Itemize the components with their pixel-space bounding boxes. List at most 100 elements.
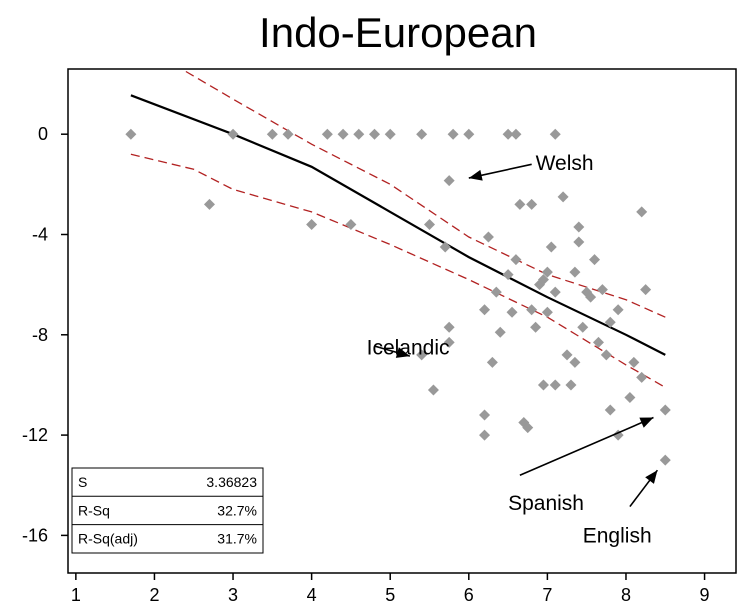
- data-point: [479, 429, 491, 441]
- data-point: [266, 128, 278, 140]
- data-point: [424, 218, 436, 230]
- data-point: [604, 316, 616, 328]
- data-point: [659, 404, 671, 416]
- stats-value: 3.36823: [206, 474, 257, 490]
- plot-frame: [67, 68, 737, 574]
- data-point: [482, 231, 494, 243]
- data-point: [636, 371, 648, 383]
- data-point: [624, 391, 636, 403]
- axis-ticks: 1 2 3 4 5 6 7 8 9 0 -4 -8 -12 -16: [22, 124, 710, 605]
- annotations: Welsh Icelandic Spanish English: [367, 152, 659, 547]
- x-tick-label: 2: [149, 585, 159, 605]
- data-point: [506, 306, 518, 318]
- data-point: [463, 128, 475, 140]
- data-point: [203, 198, 215, 210]
- data-point: [557, 191, 569, 203]
- data-point: [541, 266, 553, 278]
- data-point: [577, 321, 589, 333]
- welsh-arrow-head: [468, 169, 483, 181]
- data-point: [416, 349, 428, 361]
- data-point: [368, 128, 380, 140]
- stats-value: 32.7%: [217, 502, 257, 518]
- data-point: [443, 175, 455, 187]
- data-points: [125, 128, 671, 466]
- data-point: [443, 321, 455, 333]
- data-point: [592, 336, 604, 348]
- data-point: [600, 349, 612, 361]
- data-point: [510, 128, 522, 140]
- data-point: [573, 221, 585, 233]
- data-point: [561, 349, 573, 361]
- data-point: [479, 409, 491, 421]
- stats-label: S: [78, 474, 87, 490]
- data-point: [321, 128, 333, 140]
- data-point: [526, 304, 538, 316]
- data-point: [443, 336, 455, 348]
- data-point: [640, 284, 652, 296]
- data-point: [282, 128, 294, 140]
- data-point: [549, 379, 561, 391]
- chart-title: Indo-European: [259, 9, 537, 56]
- y-tick-label: -12: [22, 425, 48, 445]
- x-tick-label: 1: [71, 585, 81, 605]
- stats-value: 31.7%: [217, 531, 257, 547]
- data-point: [502, 128, 514, 140]
- data-point: [659, 454, 671, 466]
- welsh-label: Welsh: [536, 152, 594, 175]
- data-point: [502, 269, 514, 281]
- y-tick-label: 0: [38, 124, 48, 144]
- data-point: [227, 128, 239, 140]
- data-point: [353, 128, 365, 140]
- english-label: English: [583, 524, 652, 547]
- data-point: [596, 284, 608, 296]
- icelandic-arrow-head: [395, 347, 410, 358]
- spanish-label: Spanish: [508, 492, 584, 515]
- data-point: [636, 206, 648, 218]
- data-point: [494, 326, 506, 338]
- data-point: [549, 128, 561, 140]
- data-point: [526, 198, 538, 210]
- x-tick-label: 9: [700, 585, 710, 605]
- data-point: [569, 266, 581, 278]
- data-point: [514, 198, 526, 210]
- data-point: [337, 128, 349, 140]
- x-tick-label: 4: [307, 585, 317, 605]
- data-point: [565, 379, 577, 391]
- data-point: [628, 356, 640, 368]
- data-point: [439, 241, 451, 253]
- data-point: [537, 379, 549, 391]
- data-point: [479, 304, 491, 316]
- data-point: [530, 321, 542, 333]
- x-tick-label: 6: [464, 585, 474, 605]
- data-point: [522, 422, 534, 434]
- x-tick-label: 5: [385, 585, 395, 605]
- data-point: [589, 254, 601, 266]
- spanish-arrow-head: [639, 417, 654, 428]
- y-tick-label: -8: [32, 325, 48, 345]
- data-point: [384, 128, 396, 140]
- y-tick-label: -16: [22, 525, 48, 545]
- spanish-arrow-line: [519, 416, 654, 476]
- data-point: [545, 241, 557, 253]
- ci-lower-line: [130, 153, 666, 388]
- data-point: [573, 236, 585, 248]
- data-point: [427, 384, 439, 396]
- data-point: [447, 128, 459, 140]
- data-point: [549, 286, 561, 298]
- data-point: [612, 304, 624, 316]
- data-point: [486, 356, 498, 368]
- data-point: [416, 128, 428, 140]
- ci-upper-line: [185, 70, 666, 318]
- english-arrow-head: [645, 470, 658, 484]
- x-tick-label: 8: [621, 585, 631, 605]
- y-tick-label: -4: [32, 224, 48, 244]
- data-point: [604, 404, 616, 416]
- regression-line-group: [130, 94, 666, 356]
- data-point: [569, 356, 581, 368]
- data-point: [490, 286, 502, 298]
- data-point: [345, 218, 357, 230]
- x-tick-label: 3: [228, 585, 238, 605]
- data-point: [541, 306, 553, 318]
